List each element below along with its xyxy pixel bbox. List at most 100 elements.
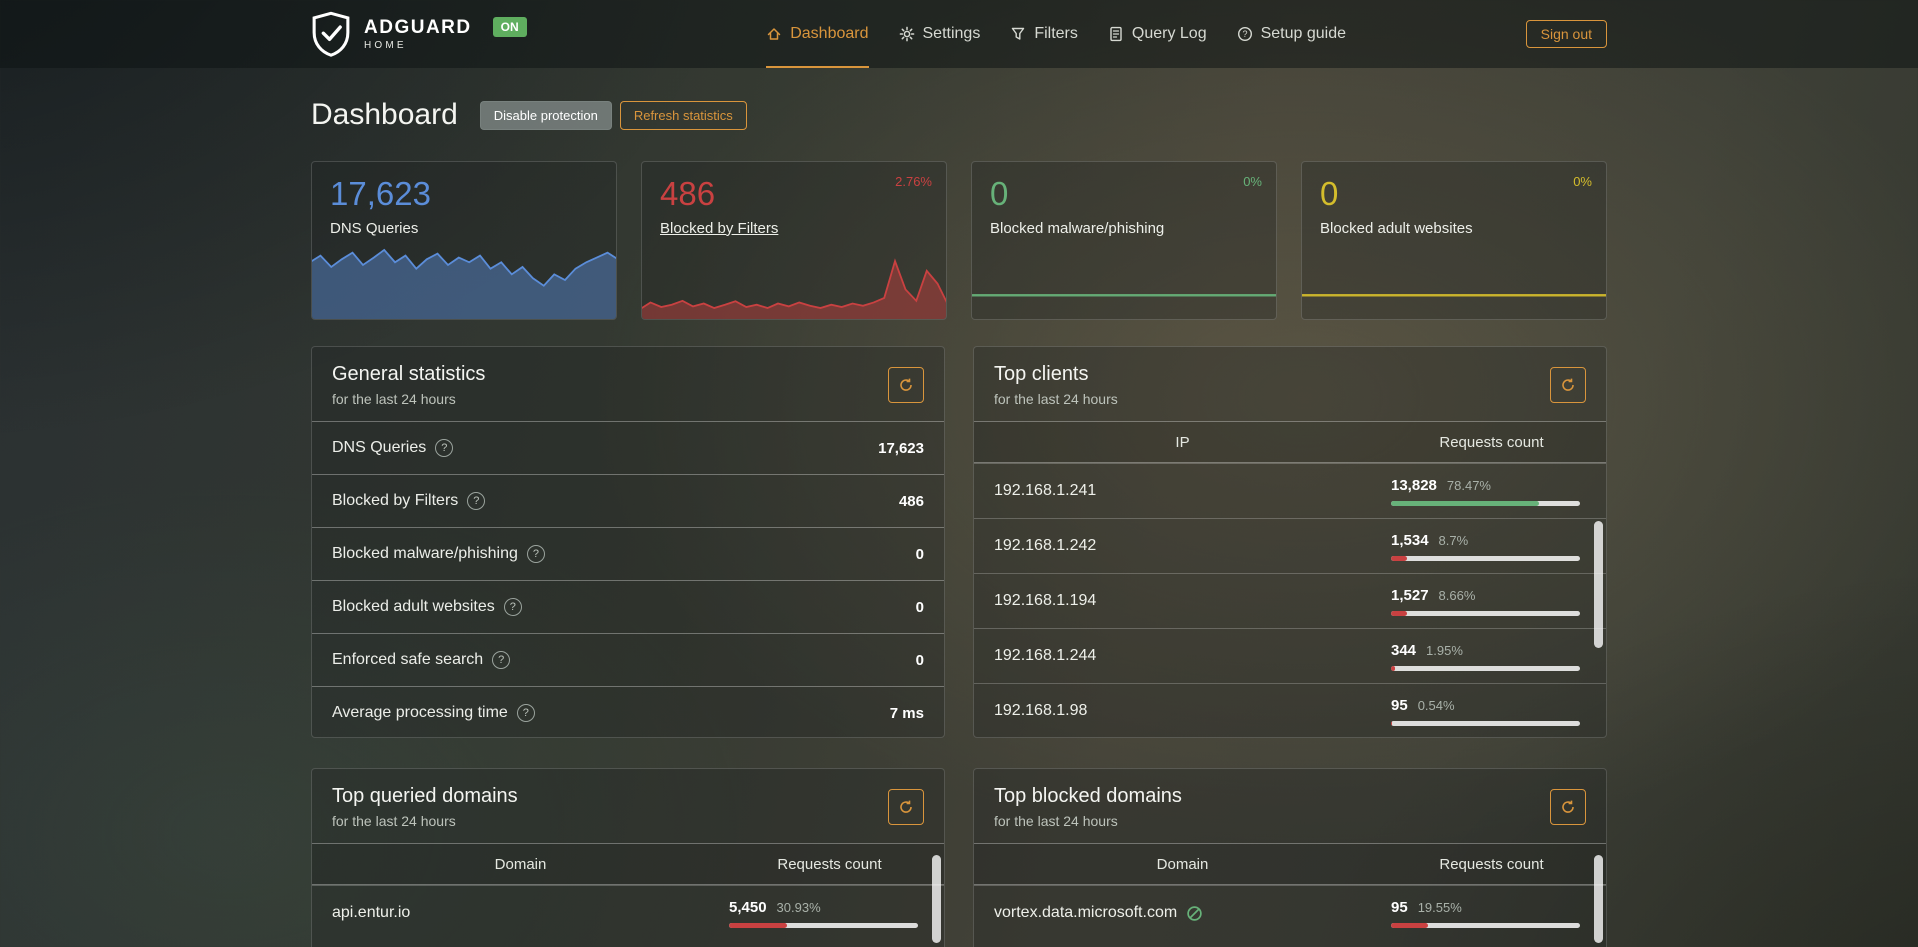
scrollbar-thumb[interactable] <box>1594 855 1603 943</box>
nav-label: Setup guide <box>1260 25 1346 42</box>
brand-text: ADGUARD HOME <box>364 18 472 51</box>
nav-item-setup-guide[interactable]: ? Setup guide <box>1237 0 1346 68</box>
help-icon[interactable]: ? <box>492 651 511 669</box>
table-header: Domain Requests count <box>974 843 1606 885</box>
top-clients-card: Top clients for the last 24 hours IP Req… <box>973 346 1607 738</box>
dashboard-icon <box>767 28 781 40</box>
column-header-ip: IP <box>1175 433 1190 451</box>
domain-name: api.entur.io <box>332 904 411 921</box>
adguard-home-logo[interactable]: ADGUARD HOME ON <box>311 11 527 57</box>
help-icon[interactable]: ? <box>467 492 486 510</box>
stat-row-value: 0 <box>915 545 924 563</box>
refresh-card-button[interactable] <box>888 367 924 403</box>
refresh-card-button[interactable] <box>1550 367 1586 403</box>
progress-bar <box>1391 665 1580 671</box>
nav-item-filters[interactable]: Filters <box>1010 0 1078 68</box>
help-icon[interactable]: ? <box>503 598 522 616</box>
card-subtitle: for the last 24 hours <box>332 813 456 829</box>
stat-percent: 2.76% <box>895 174 932 189</box>
nav-item-query-log[interactable]: Query Log <box>1108 0 1207 68</box>
scrollbar-thumb[interactable] <box>932 855 941 943</box>
progress-bar <box>1391 720 1580 726</box>
table-row: 192.168.1.98 95 0.54% <box>974 683 1606 737</box>
nav-label: Query Log <box>1131 25 1207 42</box>
stat-row-label: Blocked adult websites <box>332 598 495 615</box>
help-icon[interactable]: ? <box>526 545 545 563</box>
column-header-requests: Requests count <box>1439 433 1544 451</box>
stat-row-value: 486 <box>898 492 924 510</box>
dns-queries-sparkline <box>312 245 616 319</box>
refresh-card-button[interactable] <box>888 789 924 825</box>
stat-card-blocked-adult: 0 Blocked adult websites 0% <box>1301 161 1607 320</box>
brand-subtitle: HOME <box>364 39 407 51</box>
protection-on-badge: ON <box>492 17 527 37</box>
blocked-filters-sparkline <box>642 257 946 319</box>
svg-text:?: ? <box>1242 29 1247 39</box>
query-log-icon <box>1110 26 1122 42</box>
stat-row-label: Average processing time <box>332 704 508 721</box>
table-row: 192.168.1.244 344 1.95% <box>974 628 1606 683</box>
sign-out-button[interactable]: Sign out <box>1525 20 1607 48</box>
help-icon[interactable]: ? <box>435 439 454 457</box>
client-ip: 192.168.1.194 <box>994 592 1097 609</box>
card-subtitle: for the last 24 hours <box>994 391 1118 407</box>
table-header: Domain Requests count <box>312 843 944 885</box>
general-statistics-card: General statistics for the last 24 hours… <box>311 346 945 738</box>
refresh-icon <box>1562 378 1574 391</box>
table-header: IP Requests count <box>974 421 1606 463</box>
progress-bar <box>1391 555 1580 561</box>
refresh-statistics-button[interactable]: Refresh statistics <box>619 100 747 130</box>
request-count: 5,450 <box>729 898 767 916</box>
table-row: 192.168.1.194 1,527 8.66% <box>974 573 1606 628</box>
request-count: 13,828 <box>1391 476 1437 494</box>
card-subtitle: for the last 24 hours <box>332 391 456 407</box>
domain-name: vortex.data.microsoft.com <box>994 904 1178 921</box>
blocked-by-filters-link[interactable]: Blocked by Filters <box>660 219 779 237</box>
progress-bar <box>1391 922 1580 928</box>
stat-percent: 0% <box>1573 174 1592 189</box>
blocked-malware-sparkline <box>972 267 1276 297</box>
stat-row-value: 0 <box>915 651 924 669</box>
stat-row-label: Enforced safe search <box>332 651 484 668</box>
stat-row: Average processing time? 7 ms <box>312 686 944 737</box>
request-count: 344 <box>1391 641 1417 659</box>
stat-row-value: 17,623 <box>878 439 924 457</box>
scrollbar-thumb[interactable] <box>1594 521 1603 648</box>
nav-item-dashboard[interactable]: Dashboard <box>766 0 869 68</box>
stat-label: Blocked adult websites <box>1320 219 1473 237</box>
setup-guide-icon: ? <box>1237 26 1252 42</box>
request-percent: 8.66% <box>1438 587 1476 603</box>
stat-value: 0 <box>990 175 1009 212</box>
card-title: Top clients <box>994 363 1089 385</box>
disable-protection-button[interactable]: Disable protection <box>479 100 612 130</box>
stat-card-dns-queries: 17,623 DNS Queries <box>311 161 617 320</box>
filter-icon <box>1012 27 1025 40</box>
refresh-icon <box>900 378 912 391</box>
client-ip: 192.168.1.241 <box>994 482 1097 499</box>
refresh-card-button[interactable] <box>1550 789 1586 825</box>
stat-row: Blocked malware/phishing? 0 <box>312 527 944 580</box>
stat-percent: 0% <box>1243 174 1262 189</box>
request-percent: 30.93% <box>776 899 821 915</box>
client-ip: 192.168.1.98 <box>994 702 1088 719</box>
brand-title: ADGUARD <box>364 16 472 38</box>
column-header-requests: Requests count <box>1439 855 1544 873</box>
stat-cards-row: 17,623 DNS Queries 486 Blocked by Filter… <box>311 161 1607 320</box>
nav-label: Filters <box>1034 25 1078 42</box>
page-header: Dashboard Disable protection Refresh sta… <box>311 98 1607 132</box>
client-ip: 192.168.1.244 <box>994 647 1097 664</box>
table-row: 192.168.1.242 1,534 8.7% <box>974 518 1606 573</box>
progress-bar <box>1391 610 1580 616</box>
stat-row: Blocked adult websites? 0 <box>312 580 944 633</box>
stat-row-label: Blocked malware/phishing <box>332 545 518 562</box>
request-percent: 0.54% <box>1417 697 1455 713</box>
request-count: 1,534 <box>1391 531 1429 549</box>
help-icon[interactable]: ? <box>516 704 535 722</box>
top-blocked-domains-card: Top blocked domains for the last 24 hour… <box>973 768 1607 947</box>
stat-row: Enforced safe search? 0 <box>312 633 944 686</box>
column-header-requests: Requests count <box>777 855 882 873</box>
top-navbar: ADGUARD HOME ON Dashboard Settings <box>0 0 1918 68</box>
request-percent: 1.95% <box>1426 642 1463 658</box>
nav-item-settings[interactable]: Settings <box>899 0 980 68</box>
gear-icon <box>899 26 914 42</box>
